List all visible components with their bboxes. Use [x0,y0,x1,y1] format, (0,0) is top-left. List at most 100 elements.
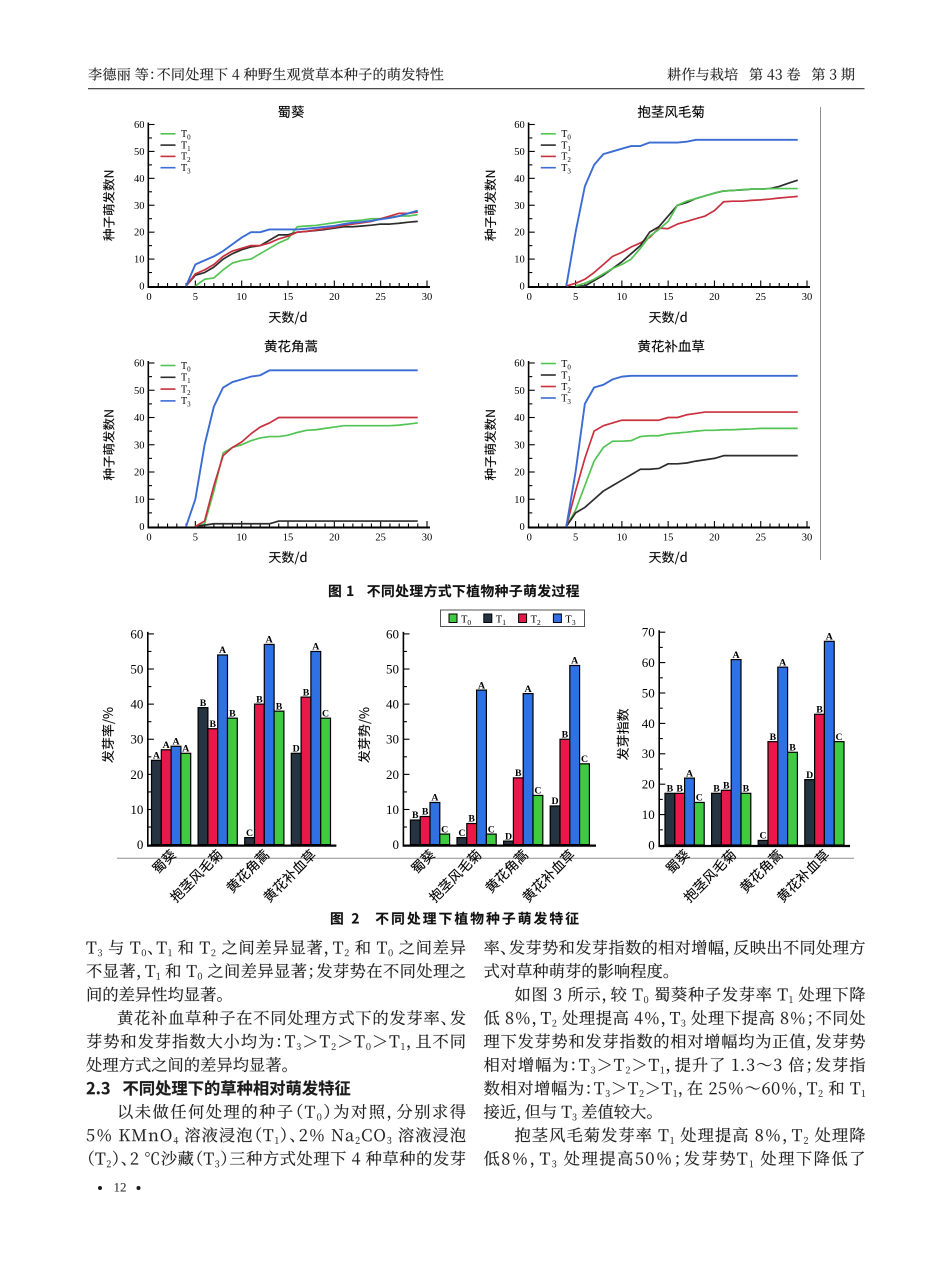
svg-text:70: 70 [642,625,655,640]
svg-text:T2: T2 [531,614,541,627]
svg-text:5: 5 [573,292,578,303]
svg-text:40: 40 [386,697,399,712]
svg-text:0: 0 [139,282,144,293]
svg-text:B: B [713,784,720,795]
svg-text:60: 60 [134,359,145,370]
svg-text:B: B [676,784,683,795]
svg-text:A: A [525,684,532,695]
svg-text:20: 20 [514,228,525,239]
svg-text:20: 20 [134,468,145,479]
svg-text:20: 20 [329,533,340,544]
svg-text:C: C [322,708,329,719]
svg-text:10: 10 [386,802,399,817]
svg-text:60: 60 [514,120,525,131]
svg-text:0: 0 [146,292,151,303]
svg-text:5: 5 [193,292,198,303]
svg-text:30: 30 [386,732,399,747]
svg-text:B: B [816,704,823,715]
svg-text:30: 30 [802,533,813,544]
svg-text:T3: T3 [561,163,571,176]
svg-text:B: B [229,708,236,719]
svg-text:20: 20 [386,767,399,782]
svg-text:15: 15 [283,292,294,303]
svg-text:C: C [696,793,703,804]
svg-text:50: 50 [134,147,145,158]
svg-text:C: C [534,786,541,797]
svg-text:30: 30 [134,201,145,212]
svg-text:B: B [412,810,419,821]
svg-text:B: B [789,742,796,753]
svg-text:A: A [478,680,485,691]
svg-text:T2: T2 [561,382,571,395]
svg-text:B: B [770,732,777,743]
svg-text:30: 30 [802,292,813,303]
svg-text:B: B [422,807,429,818]
svg-text:25: 25 [375,292,386,303]
svg-text:A: A [686,768,693,779]
svg-text:30: 30 [130,732,143,747]
svg-text:A: A [172,736,179,747]
svg-text:A: A [571,656,578,667]
svg-text:40: 40 [642,716,655,731]
svg-text:0: 0 [527,292,532,303]
svg-text:A: A [733,650,740,661]
svg-text:50: 50 [514,147,525,158]
svg-text:T1: T1 [496,614,506,627]
svg-text:40: 40 [134,413,145,424]
svg-text:0: 0 [393,837,400,852]
svg-text:10: 10 [134,255,145,266]
svg-text:0: 0 [520,282,525,293]
svg-text:A: A [163,740,170,751]
svg-text:30: 30 [514,440,525,451]
svg-text:A: A [431,793,438,804]
svg-text:20: 20 [514,468,525,479]
svg-text:30: 30 [514,201,525,212]
svg-text:40: 40 [130,697,143,712]
svg-text:60: 60 [130,626,143,641]
svg-text:D: D [806,770,813,781]
svg-text:T3: T3 [181,396,191,409]
svg-text:B: B [256,694,263,705]
svg-text:10: 10 [617,292,628,303]
svg-text:C: C [836,732,843,743]
svg-text:T2: T2 [181,152,191,165]
svg-text:D: D [505,831,512,842]
svg-text:A: A [219,645,226,656]
svg-text:60: 60 [134,120,145,131]
svg-text:0: 0 [527,533,532,544]
svg-text:A: A [182,743,189,754]
svg-text:40: 40 [134,174,145,185]
svg-text:D: D [293,743,300,754]
svg-text:B: B [200,698,207,709]
svg-text:B: B [276,701,283,712]
svg-text:60: 60 [642,655,655,670]
svg-text:C: C [760,831,767,842]
svg-text:A: A [312,642,319,653]
svg-text:0: 0 [520,522,525,533]
svg-text:60: 60 [514,359,525,370]
svg-text:10: 10 [617,533,628,544]
svg-text:A: A [266,635,273,646]
svg-text:20: 20 [709,533,720,544]
svg-text:50: 50 [134,386,145,397]
svg-text:T0: T0 [181,361,191,374]
svg-text:50: 50 [130,661,143,676]
svg-text:10: 10 [236,533,247,544]
svg-text:T0: T0 [561,129,571,142]
svg-text:A: A [153,751,160,762]
svg-text:T3: T3 [561,393,571,406]
svg-text:15: 15 [663,292,674,303]
svg-text:50: 50 [642,685,655,700]
svg-text:60: 60 [386,626,399,641]
svg-text:C: C [441,824,448,835]
svg-text:B: B [723,780,730,791]
svg-text:T0: T0 [461,614,471,627]
svg-text:10: 10 [134,495,145,506]
svg-text:5: 5 [573,533,578,544]
svg-text:15: 15 [283,533,294,544]
svg-text:10: 10 [514,495,525,506]
svg-text:20: 20 [642,777,655,792]
svg-text:20: 20 [134,228,145,239]
svg-text:B: B [667,784,674,795]
svg-text:10: 10 [236,292,247,303]
